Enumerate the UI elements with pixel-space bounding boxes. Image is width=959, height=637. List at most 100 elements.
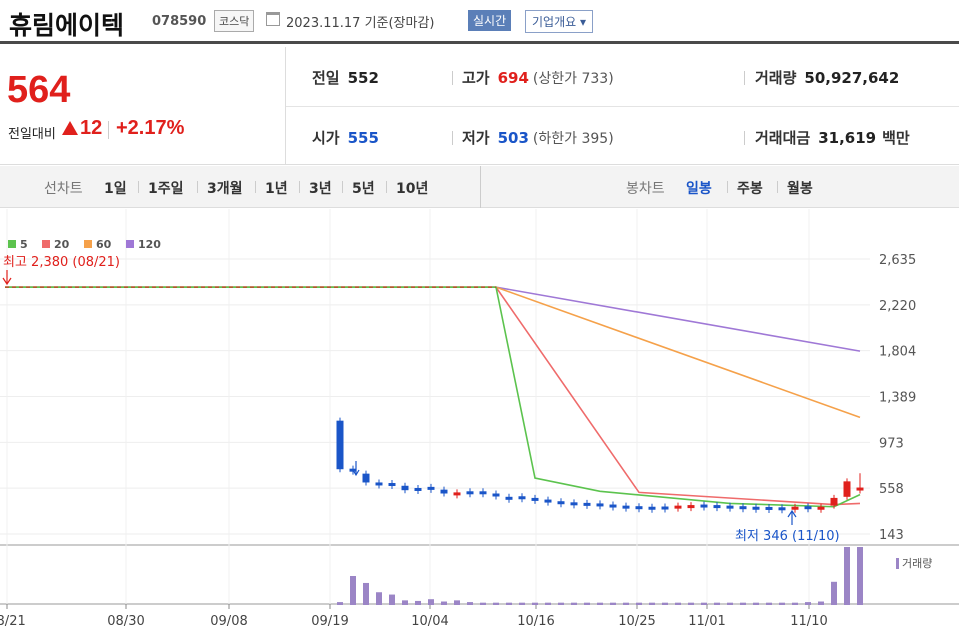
prev-close-value: 552 bbox=[347, 69, 379, 87]
lower-limit: (하한가 395) bbox=[532, 131, 614, 147]
volume-label: 거래량 bbox=[902, 557, 932, 570]
legend-swatch bbox=[42, 240, 50, 248]
y-axis-ticks: 2,635 2,220 1,804 1,389 973 558 143 bbox=[879, 253, 916, 543]
volume-bar bbox=[467, 602, 473, 605]
legend-swatch bbox=[126, 240, 134, 248]
candle-body bbox=[453, 492, 461, 496]
divider bbox=[197, 181, 198, 193]
corp-info-dropdown[interactable]: 기업개요 ▾ bbox=[525, 10, 593, 33]
candle-body bbox=[492, 493, 500, 497]
candle-body bbox=[726, 505, 734, 509]
line-period-5y[interactable]: 5년 bbox=[352, 181, 375, 197]
divider bbox=[286, 106, 959, 107]
y-tick-label: 1,804 bbox=[879, 345, 916, 360]
candle-body bbox=[401, 485, 409, 491]
candle-period-weekly[interactable]: 주봉 bbox=[737, 181, 763, 197]
candle-chart-label: 봉차트 bbox=[626, 181, 665, 197]
volume-bar bbox=[389, 594, 395, 605]
divider bbox=[386, 181, 387, 193]
line-period-1y[interactable]: 1년 bbox=[265, 181, 288, 197]
volume-bar bbox=[623, 602, 629, 605]
volume-bar bbox=[402, 600, 408, 605]
y-tick-label: 2,220 bbox=[879, 299, 916, 314]
open-value: 555 bbox=[347, 129, 379, 147]
candle-body bbox=[817, 506, 825, 510]
volume-bar bbox=[415, 600, 421, 605]
candle-body bbox=[622, 505, 630, 509]
low-annotation: 최저 346 (11/10) bbox=[735, 529, 840, 544]
line-period-3y[interactable]: 3년 bbox=[309, 181, 332, 197]
change-percent: +2.17% bbox=[116, 117, 185, 139]
line-period-1d[interactable]: 1일 bbox=[104, 181, 127, 197]
up-triangle-icon bbox=[62, 121, 78, 135]
candle-body bbox=[778, 507, 786, 511]
candle-body bbox=[648, 506, 656, 510]
open-price: 시가 555 bbox=[312, 127, 379, 148]
volume-bar bbox=[558, 602, 564, 605]
volume-value: 50,927,642 bbox=[804, 69, 900, 87]
candle-body bbox=[765, 506, 773, 510]
candle-body bbox=[830, 497, 838, 506]
line-period-10y[interactable]: 10년 bbox=[396, 181, 429, 197]
candlestick-chart[interactable]: 5 20 60 120 2,635 2,220 1,804 1,389 973 558 143 0… bbox=[0, 209, 959, 637]
volume-bar bbox=[831, 581, 837, 605]
candles bbox=[336, 417, 864, 514]
candle-body bbox=[375, 482, 383, 486]
candle-body bbox=[570, 502, 578, 506]
change-value: 12 bbox=[62, 117, 102, 140]
candle-body bbox=[427, 486, 435, 490]
high-value: 694 bbox=[497, 69, 529, 87]
candle-body bbox=[544, 499, 552, 503]
volume-bar bbox=[688, 602, 694, 605]
realtime-button[interactable]: 실시간 bbox=[468, 10, 512, 31]
amount-value: 31,619 bbox=[818, 129, 877, 147]
divider bbox=[342, 181, 343, 193]
candle-body bbox=[674, 505, 682, 509]
line-period-1w[interactable]: 1주일 bbox=[148, 181, 184, 197]
volume-bar bbox=[584, 602, 590, 605]
x-tick-label: 08/30 bbox=[107, 614, 144, 629]
candle-period-daily[interactable]: 일봉 bbox=[686, 181, 712, 197]
legend-label: 60 bbox=[96, 238, 112, 251]
divider bbox=[727, 181, 728, 193]
volume-bar bbox=[805, 602, 811, 605]
low-price: 저가 503 (하한가 395) bbox=[462, 127, 614, 148]
y-tick-label: 1,389 bbox=[879, 391, 916, 406]
candle-body bbox=[583, 502, 591, 506]
x-tick-label: 10/16 bbox=[517, 614, 554, 629]
high-arrowhead bbox=[2, 277, 12, 286]
y-tick-label: 2,635 bbox=[879, 253, 916, 268]
x-tick-label: 11/10 bbox=[790, 614, 827, 629]
candle-body bbox=[336, 420, 344, 470]
prev-close-label: 전일 bbox=[312, 69, 340, 87]
volume-bar bbox=[545, 602, 551, 605]
volume-bar bbox=[844, 547, 850, 605]
stock-code: 078590 bbox=[152, 14, 207, 29]
candle-body bbox=[661, 506, 669, 510]
high-label: 고가 bbox=[462, 69, 490, 87]
volume-bars: 거래량 bbox=[337, 547, 932, 605]
divider bbox=[138, 181, 139, 193]
volume-bar bbox=[701, 602, 707, 605]
x-tick-label: 10/04 bbox=[411, 614, 448, 629]
volume-bar bbox=[454, 600, 460, 605]
y-tick-label: 973 bbox=[879, 436, 904, 451]
x-tick-label: 11/01 bbox=[688, 614, 725, 629]
current-price: 564 bbox=[7, 69, 71, 111]
candle-period-monthly[interactable]: 월봉 bbox=[787, 181, 813, 197]
x-tick-label: 10/25 bbox=[618, 614, 655, 629]
volume-bar bbox=[493, 602, 499, 605]
volume-bar bbox=[376, 592, 382, 605]
divider bbox=[299, 181, 300, 193]
volume-bar bbox=[727, 602, 733, 605]
volume-label: 거래량 bbox=[755, 69, 797, 87]
divider bbox=[452, 131, 453, 145]
volume-bar bbox=[662, 602, 668, 605]
candle-body bbox=[687, 505, 695, 509]
line-period-3m[interactable]: 3개월 bbox=[207, 181, 243, 197]
ma20-line bbox=[5, 286, 861, 506]
stock-header: 휴림에이텍 078590 코스닥 2023.11.17 기준(장마감) 실시간 … bbox=[0, 0, 959, 44]
candle-body bbox=[440, 489, 448, 494]
volume-bar bbox=[350, 576, 356, 605]
divider bbox=[255, 181, 256, 193]
